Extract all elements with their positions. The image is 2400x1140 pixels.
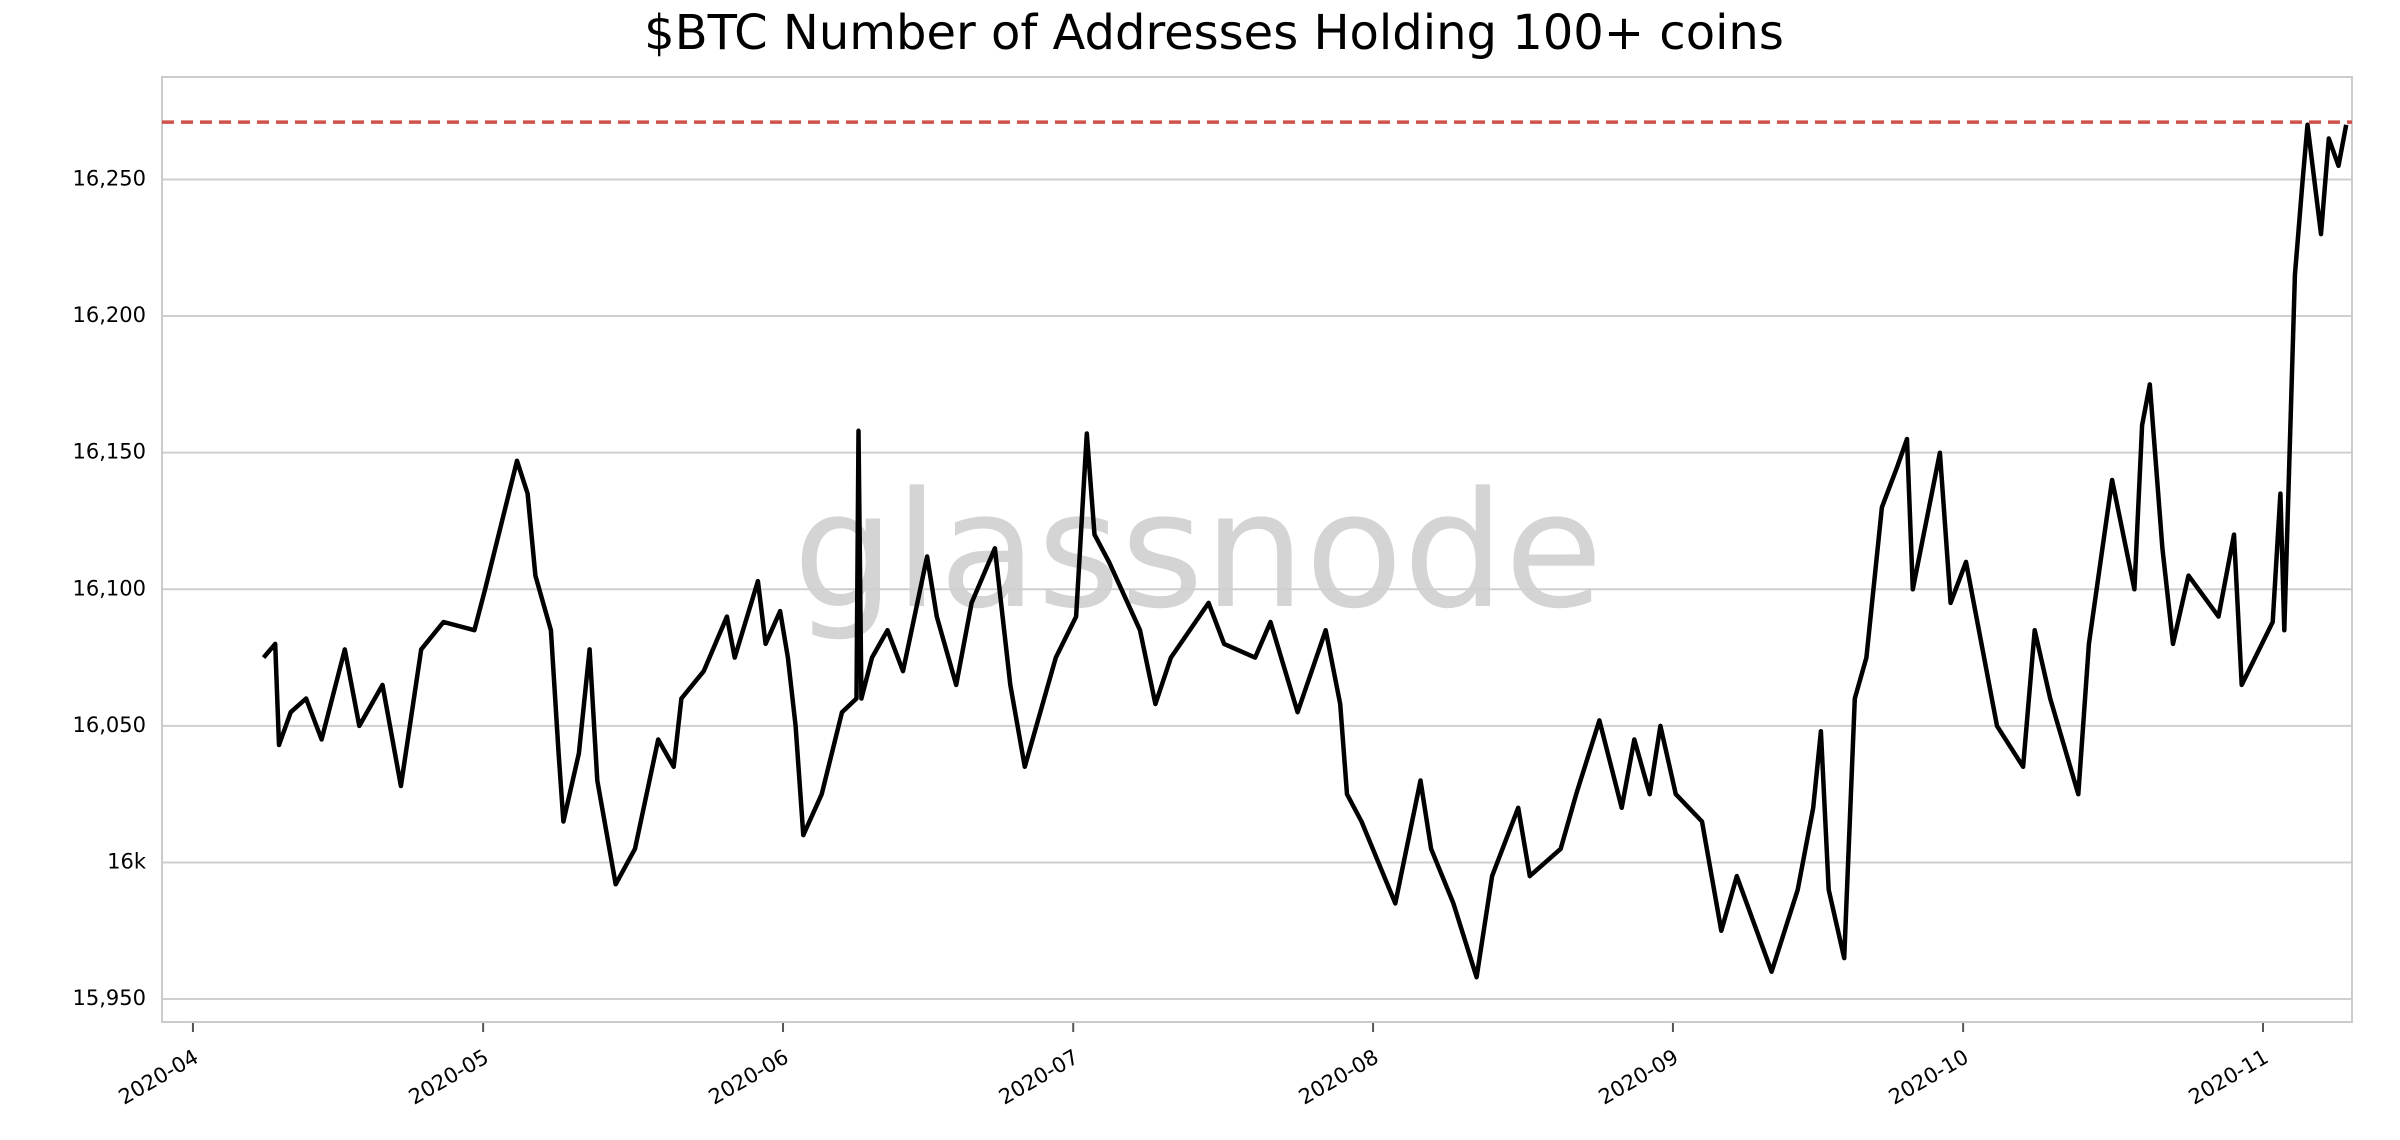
y-tick-label: 15,950: [73, 986, 146, 1010]
x-tick-label: 2020-07: [995, 1045, 1083, 1110]
plot-frame: [161, 76, 2353, 1023]
x-tick-label: 2020-08: [1295, 1045, 1383, 1110]
x-tick-label: 2020-11: [2185, 1045, 2273, 1110]
x-tick-label: 2020-04: [114, 1045, 202, 1110]
x-tick-label: 2020-10: [1885, 1045, 1973, 1110]
watermark: glassnode: [793, 457, 1603, 644]
y-tick-label: 16k: [107, 849, 147, 873]
x-tick-label: 2020-06: [705, 1045, 793, 1110]
x-tick-label: 2020-09: [1594, 1045, 1682, 1110]
y-tick-label: 16,250: [73, 166, 146, 190]
y-tick-label: 16,100: [73, 576, 146, 600]
data-line: [261, 122, 2349, 980]
x-tick-label: 2020-05: [405, 1045, 493, 1110]
chart-title: $BTC Number of Addresses Holding 100+ co…: [644, 5, 1784, 61]
y-tick-label: 16,150: [73, 440, 146, 464]
y-tick-label: 16,200: [73, 303, 146, 327]
y-tick-label: 16,050: [73, 713, 146, 737]
